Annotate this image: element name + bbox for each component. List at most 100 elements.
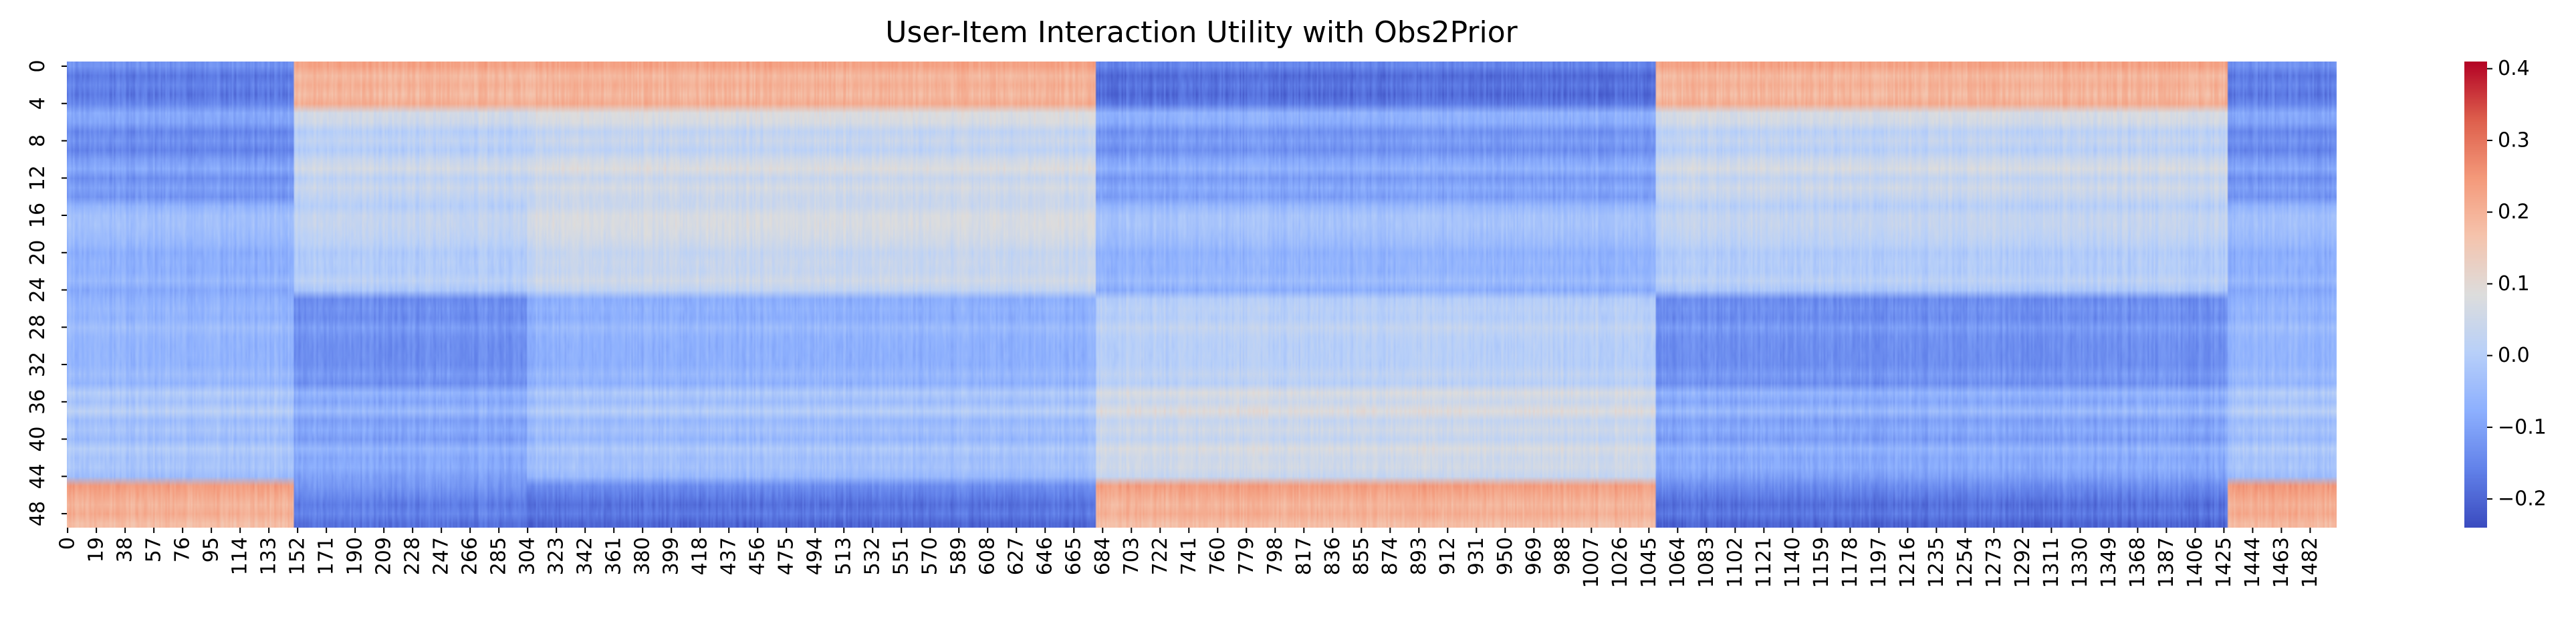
y-tick-label: 12 — [26, 165, 49, 191]
x-tick-label: 988 — [1551, 537, 1574, 575]
x-tick-label: 475 — [775, 537, 798, 575]
x-tick-label: 133 — [257, 537, 281, 575]
x-tick-label: 190 — [344, 537, 367, 575]
x-tick-label: 817 — [1292, 537, 1316, 575]
x-tick-label: 570 — [919, 537, 942, 575]
x-tick-label: 1425 — [2212, 537, 2236, 588]
x-tick-label: 76 — [171, 537, 195, 562]
x-tick-label: 969 — [1522, 537, 1546, 575]
x-tick-label: 1254 — [1954, 537, 1977, 588]
y-tick-label: 40 — [26, 426, 49, 451]
x-tick-label: 152 — [286, 537, 310, 575]
x-tick-label: 209 — [372, 537, 396, 575]
x-tick-label: 532 — [861, 537, 885, 575]
x-tick-label: 722 — [1149, 537, 1172, 575]
x-tick-label: 304 — [516, 537, 540, 575]
x-tick-label: 1273 — [1982, 537, 2006, 588]
x-tick-label: 247 — [430, 537, 453, 575]
x-tick-label: 703 — [1120, 537, 1143, 575]
chart-title: User-Item Interaction Utility with Obs2P… — [885, 15, 1518, 49]
x-tick-label: 1444 — [2241, 537, 2264, 588]
x-tick-label: 361 — [602, 537, 626, 575]
x-tick-label: 342 — [574, 537, 597, 575]
y-tick-label: 8 — [26, 134, 49, 147]
colorbar-tick-label: 0.3 — [2498, 128, 2530, 152]
y-tick-label: 44 — [26, 463, 49, 489]
x-tick-label: 1482 — [2299, 537, 2322, 588]
x-tick-label: 456 — [746, 537, 770, 575]
y-tick-label: 0 — [26, 60, 49, 72]
x-tick-label: 266 — [459, 537, 482, 575]
x-tick-label: 1064 — [1666, 537, 1689, 588]
x-tick-label: 1292 — [2011, 537, 2034, 588]
x-tick-label: 57 — [142, 537, 166, 562]
x-tick-label: 1045 — [1637, 537, 1661, 588]
x-tick-label: 285 — [487, 537, 511, 575]
x-tick-label: 589 — [947, 537, 971, 575]
colorbar-tick-label: 0.1 — [2498, 272, 2530, 296]
x-tick-label: 1026 — [1609, 537, 1632, 588]
x-tick-label: 1463 — [2270, 537, 2293, 588]
x-tick-label: 380 — [631, 537, 655, 575]
x-tick-label: 551 — [890, 537, 913, 575]
x-tick-label: 1406 — [2184, 537, 2207, 588]
x-tick-label: 1007 — [1580, 537, 1603, 588]
x-tick-label: 418 — [689, 537, 712, 575]
colorbar — [2464, 62, 2487, 528]
x-tick-label: 760 — [1206, 537, 1230, 575]
x-tick-label: 1121 — [1752, 537, 1776, 588]
x-tick-label: 494 — [804, 537, 827, 575]
x-tick-label: 874 — [1379, 537, 1402, 575]
x-tick-label: 855 — [1350, 537, 1373, 575]
x-tick-label: 779 — [1235, 537, 1258, 575]
colorbar-ticks: −0.2 −0.1 0.0 0.1 0.2 0.3 0.4 — [2487, 57, 2547, 511]
x-tick-label: 1235 — [1925, 537, 1948, 588]
x-tick-label: 1083 — [1695, 537, 1718, 588]
x-tick-label: 1349 — [2097, 537, 2121, 588]
x-tick-label: 1368 — [2126, 537, 2149, 588]
y-tick-label: 28 — [26, 314, 49, 340]
x-tick-label: 323 — [545, 537, 568, 575]
x-tick-label: 95 — [200, 537, 223, 562]
x-tick-label: 513 — [832, 537, 856, 575]
colorbar-tick-label: 0.4 — [2498, 57, 2530, 80]
x-axis-ticks: 0 19 38 57 76 95 114 133 152 171 190 209 228 247 266 28… — [56, 528, 2322, 588]
y-tick-label: 16 — [26, 203, 49, 228]
x-tick-label: 19 — [85, 537, 108, 562]
y-tick-label: 4 — [26, 97, 49, 110]
x-tick-label: 1311 — [2040, 537, 2063, 588]
y-tick-label: 36 — [26, 389, 49, 415]
x-tick-label: 912 — [1436, 537, 1459, 575]
x-tick-label: 1216 — [1896, 537, 1919, 588]
x-tick-label: 1197 — [1867, 537, 1891, 588]
x-tick-label: 741 — [1177, 537, 1201, 575]
x-tick-label: 0 — [56, 537, 80, 550]
x-tick-label: 950 — [1494, 537, 1517, 575]
heatmap-cells — [67, 62, 2337, 528]
x-tick-label: 931 — [1465, 537, 1488, 575]
colorbar-tick-label: −0.2 — [2498, 488, 2547, 511]
x-tick-label: 665 — [1062, 537, 1086, 575]
x-tick-label: 1102 — [1724, 537, 1747, 588]
x-tick-label: 798 — [1264, 537, 1287, 575]
x-tick-label: 1178 — [1839, 537, 1862, 588]
x-tick-label: 646 — [1034, 537, 1057, 575]
y-tick-label: 32 — [26, 352, 49, 377]
colorbar-tick-label: −0.1 — [2498, 415, 2547, 439]
x-tick-label: 836 — [1321, 537, 1344, 575]
y-tick-label: 20 — [26, 240, 49, 266]
x-tick-label: 608 — [976, 537, 1000, 575]
x-tick-label: 1140 — [1781, 537, 1804, 588]
x-tick-label: 1159 — [1810, 537, 1833, 588]
x-tick-label: 627 — [1005, 537, 1028, 575]
x-tick-label: 399 — [660, 537, 683, 575]
colorbar-tick-label: 0.2 — [2498, 201, 2530, 224]
x-tick-label: 171 — [315, 537, 338, 575]
x-tick-label: 684 — [1091, 537, 1115, 575]
x-tick-label: 228 — [401, 537, 425, 575]
colorbar-tick-label: 0.0 — [2498, 344, 2530, 367]
x-tick-label: 1387 — [2155, 537, 2178, 588]
x-tick-label: 893 — [1407, 537, 1431, 575]
